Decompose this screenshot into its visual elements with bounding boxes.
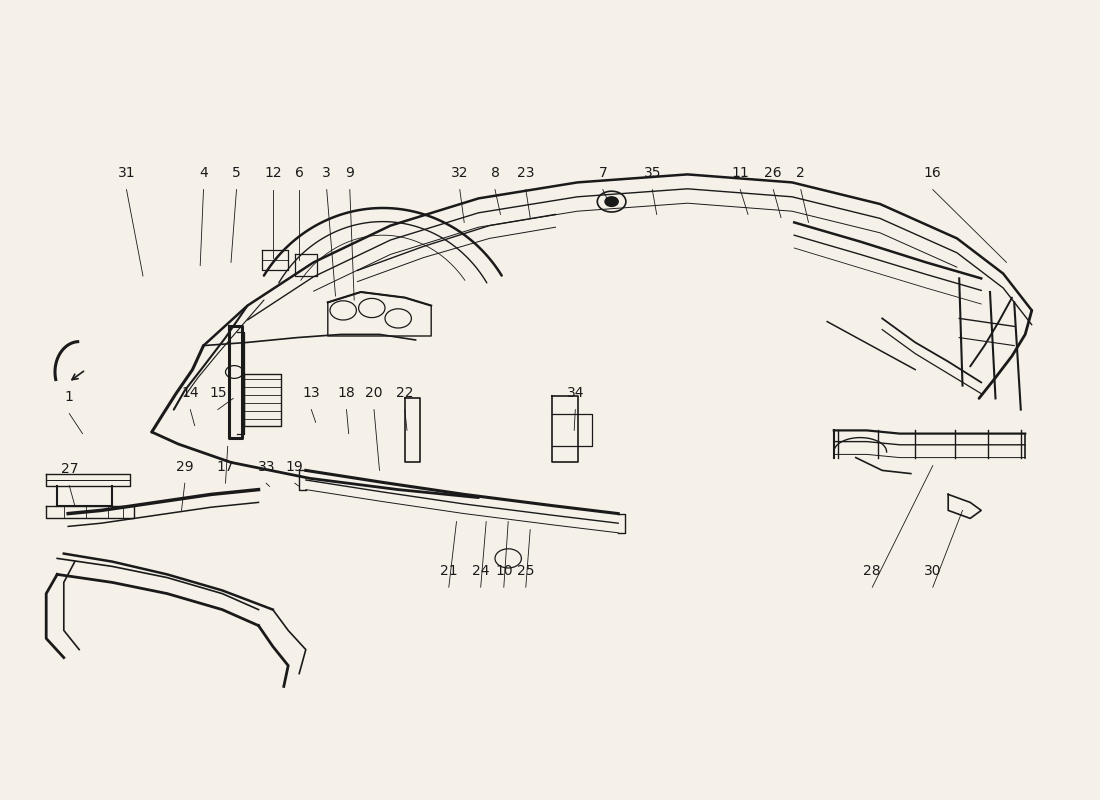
Text: 8: 8 bbox=[491, 166, 499, 180]
Text: 13: 13 bbox=[302, 386, 320, 400]
Text: 5: 5 bbox=[232, 166, 241, 180]
Text: 24: 24 bbox=[472, 563, 490, 578]
Text: 1: 1 bbox=[65, 390, 74, 404]
Text: 9: 9 bbox=[345, 166, 354, 180]
Text: 14: 14 bbox=[182, 386, 199, 400]
Text: 30: 30 bbox=[924, 563, 942, 578]
Text: 28: 28 bbox=[864, 563, 881, 578]
Text: 12: 12 bbox=[264, 166, 282, 180]
Text: 33: 33 bbox=[257, 459, 275, 474]
Text: 20: 20 bbox=[365, 386, 383, 400]
Text: 19: 19 bbox=[286, 459, 304, 474]
Text: 16: 16 bbox=[924, 166, 942, 180]
Text: 25: 25 bbox=[517, 563, 535, 578]
Text: 27: 27 bbox=[60, 462, 78, 476]
Text: 7: 7 bbox=[598, 166, 607, 180]
Text: 10: 10 bbox=[495, 563, 513, 578]
Circle shape bbox=[605, 197, 618, 206]
Text: 35: 35 bbox=[644, 166, 661, 180]
Text: 11: 11 bbox=[732, 166, 749, 180]
Text: 22: 22 bbox=[396, 386, 414, 400]
Text: 6: 6 bbox=[295, 166, 304, 180]
Text: 32: 32 bbox=[451, 166, 469, 180]
Text: 3: 3 bbox=[322, 166, 331, 180]
Text: 4: 4 bbox=[199, 166, 208, 180]
Text: 23: 23 bbox=[517, 166, 535, 180]
Text: 18: 18 bbox=[338, 386, 355, 400]
Text: 34: 34 bbox=[566, 386, 584, 400]
Text: 21: 21 bbox=[440, 563, 458, 578]
Text: 2: 2 bbox=[796, 166, 805, 180]
Text: 17: 17 bbox=[217, 459, 234, 474]
Text: 31: 31 bbox=[118, 166, 135, 180]
Text: 26: 26 bbox=[764, 166, 782, 180]
Text: 29: 29 bbox=[176, 459, 194, 474]
Text: 15: 15 bbox=[209, 386, 227, 400]
